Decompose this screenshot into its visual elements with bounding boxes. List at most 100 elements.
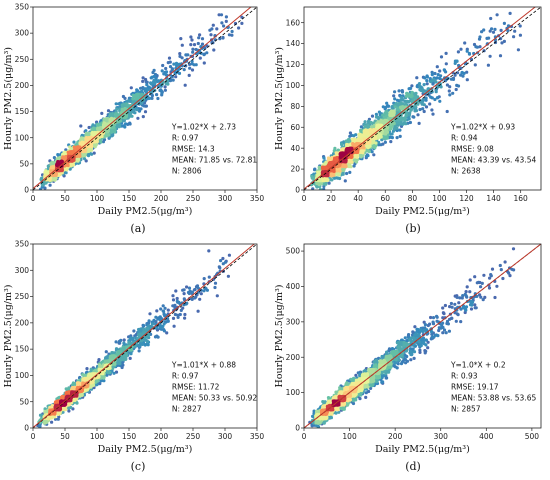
data-point — [77, 152, 82, 156]
data-point — [408, 120, 412, 125]
data-point — [453, 73, 457, 77]
data-point — [191, 47, 195, 51]
data-point — [135, 95, 140, 99]
data-point — [410, 107, 414, 111]
data-point — [141, 115, 145, 119]
data-point — [198, 56, 202, 60]
data-point — [482, 28, 486, 32]
data-point — [456, 50, 460, 54]
data-point — [109, 112, 113, 117]
data-point — [338, 176, 342, 181]
x-tick-label: 0 — [31, 194, 36, 203]
data-point — [178, 54, 182, 59]
data-point — [120, 107, 124, 112]
data-point — [386, 126, 390, 130]
y-tick-label: 250 — [15, 55, 30, 64]
y-tick-label: 350 — [15, 3, 30, 12]
data-point — [120, 103, 124, 108]
data-point — [328, 177, 332, 181]
data-point — [149, 76, 153, 80]
data-point — [424, 105, 429, 109]
data-point — [350, 160, 354, 164]
data-point — [102, 122, 106, 126]
data-point — [172, 62, 176, 66]
data-point — [342, 140, 346, 144]
data-point — [44, 169, 48, 173]
data-point — [400, 90, 405, 94]
data-points — [309, 11, 523, 190]
data-point — [361, 154, 365, 158]
data-point — [84, 129, 88, 133]
data-point — [139, 90, 143, 94]
data-point — [86, 154, 91, 158]
data-point — [191, 50, 195, 54]
data-point — [436, 73, 440, 77]
data-point — [435, 65, 439, 69]
data-point — [79, 124, 83, 128]
data-point — [432, 78, 436, 82]
data-point — [377, 140, 381, 144]
data-point — [139, 86, 143, 90]
data-point — [439, 74, 443, 78]
data-point — [518, 33, 523, 37]
data-point — [511, 35, 516, 39]
y-tick-label: 300 — [15, 29, 30, 38]
data-point — [459, 73, 463, 77]
data-point — [321, 179, 325, 183]
data-point — [408, 93, 412, 97]
data-point — [46, 164, 50, 168]
y-axis-label: Hourly PM2.5(μg/m³) — [3, 47, 14, 150]
data-point — [421, 89, 425, 93]
data-point — [163, 88, 167, 92]
data-point — [448, 85, 452, 89]
data-point — [380, 120, 384, 124]
data-point — [382, 119, 386, 123]
data-point — [389, 135, 393, 139]
data-point — [198, 33, 202, 37]
data-point — [431, 112, 435, 116]
data-point — [141, 79, 145, 83]
data-point — [152, 81, 156, 85]
data-point — [343, 165, 347, 169]
data-point — [425, 74, 429, 78]
data-point — [87, 136, 91, 140]
data-point — [381, 113, 385, 117]
data-point — [164, 66, 168, 71]
data-point — [451, 77, 456, 81]
x-tick-label: 50 — [60, 194, 70, 203]
data-point — [200, 42, 205, 46]
data-point — [444, 70, 448, 74]
data-point — [465, 49, 469, 53]
data-point — [224, 19, 228, 23]
data-point — [324, 178, 329, 182]
data-point — [192, 43, 197, 47]
data-point — [380, 123, 384, 127]
data-point — [177, 71, 182, 75]
data-point — [311, 187, 315, 190]
data-point — [403, 118, 407, 122]
scatter-panel-2: 0 20 40 60 80 100 120 140 1600204060801001201401… — [274, 6, 542, 235]
data-point — [493, 27, 497, 31]
data-point — [374, 112, 378, 116]
data-point — [416, 113, 420, 117]
data-point — [390, 113, 395, 117]
data-point — [413, 104, 417, 108]
data-point — [168, 79, 173, 83]
data-point — [363, 120, 367, 124]
data-point — [237, 26, 241, 30]
data-point — [141, 76, 145, 80]
data-point — [465, 78, 469, 82]
data-point — [459, 47, 463, 51]
data-point — [463, 41, 467, 45]
data-point — [136, 116, 140, 120]
data-point — [190, 68, 195, 72]
data-point — [202, 61, 206, 65]
data-point — [217, 13, 221, 17]
data-point — [196, 41, 200, 46]
data-point — [205, 51, 209, 55]
data-point — [190, 59, 194, 63]
data-point — [453, 61, 457, 65]
data-point — [98, 135, 102, 139]
data-point — [445, 83, 449, 87]
